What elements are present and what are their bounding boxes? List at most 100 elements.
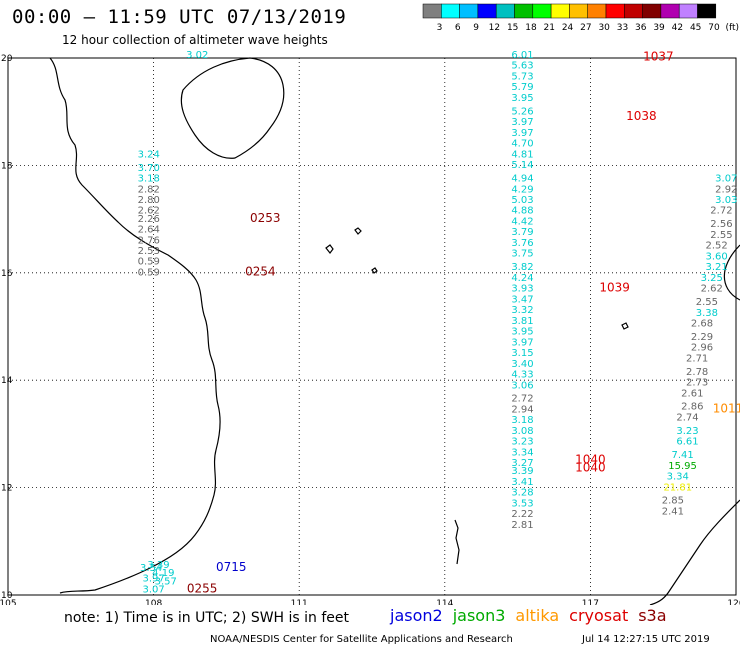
wave-height-label: 3.24 (138, 149, 160, 160)
wave-height-label: 2.62 (701, 284, 723, 295)
wave-height-label: 2.41 (662, 506, 684, 517)
wave-height-label: 3.76 (511, 238, 533, 249)
scale-label: 30 (598, 23, 610, 33)
wave-height-label: 3.97 (142, 574, 164, 585)
wave-height-label: 2.78 (686, 367, 708, 378)
scale-label: 70 (708, 23, 720, 33)
wave-height-label: 21.81 (663, 482, 692, 493)
pass-time-label: 1038 (626, 109, 657, 123)
wave-height-label: 0.59 (138, 267, 160, 278)
wave-height-label: 2.96 (691, 343, 713, 354)
luzon-coastline (723, 244, 740, 301)
wave-height-label: 3.41 (511, 477, 533, 488)
wave-height-label: 2.55 (710, 230, 732, 241)
map-grid: 105 108 111 114 117 120 20 18 16 14 12 10 (0, 54, 740, 605)
wave-height-label: 3.18 (138, 174, 160, 185)
wave-height-label: 5.26 (511, 106, 533, 117)
vietnam-coastline (49, 57, 221, 594)
wave-height-label: 2.85 (662, 496, 684, 507)
wave-height-label: 3.47 (511, 294, 533, 305)
wave-height-label: 3.81 (511, 316, 533, 327)
wave-height-label: 4.24 (511, 273, 533, 284)
pass-time-label: 1011 (713, 401, 740, 415)
scale-label: 6 (455, 23, 461, 33)
page-subtitle: 12 hour collection of altimeter wave hei… (62, 33, 328, 47)
lat-tick-label: 16 (1, 269, 13, 279)
scale-label: 24 (562, 23, 574, 33)
satellite-legend: jason2 jason3 altika cryosat s3a (390, 606, 677, 625)
lat-tick-label: 20 (1, 54, 13, 64)
wave-height-label: 3.34 (511, 447, 533, 458)
altimeter-map: 105 108 111 114 117 120 20 18 16 14 12 10 3.02 3.24 3… (0, 50, 740, 605)
wave-height-label: 2.62 (138, 206, 160, 217)
wave-height-label: 4.19 (152, 568, 174, 579)
scale-label: (ft) (725, 23, 739, 33)
lon-tick-label: 120 (727, 599, 740, 605)
wave-height-label: 2.52 (705, 241, 727, 252)
wave-height-label: 3.28 (511, 488, 533, 499)
scale-label: 3 (437, 23, 443, 33)
pass-time-label: 0715 (216, 560, 247, 574)
island (621, 322, 629, 330)
scale-label: 9 (473, 23, 479, 33)
lon-tick-label: 111 (291, 599, 308, 605)
wave-height-label: 2.94 (511, 404, 533, 415)
map-frame (7, 57, 737, 596)
wave-height-label: 7.41 (671, 450, 693, 461)
wave-height-label: 3.38 (696, 308, 718, 319)
wave-height-label: 3.39 (511, 466, 533, 477)
wave-height-label: 2.68 (691, 319, 713, 330)
wave-height-label: 2.61 (681, 388, 703, 399)
wave-height-label: 3.39 (147, 560, 169, 571)
wave-height-label: 3.57 (155, 576, 177, 587)
palawan-island (454, 519, 460, 565)
pass-time-label: 0253 (250, 211, 281, 225)
wave-height-label: 2.64 (138, 225, 160, 236)
wave-height-label: 3.07 (715, 174, 737, 185)
legend-item-jason3: jason3 (452, 606, 506, 625)
wave-height-label: 3.21 (705, 262, 727, 273)
footnote: note: 1) Time is in UTC; 2) SWH is in fe… (64, 610, 350, 626)
wave-height-label: 3.82 (511, 262, 533, 273)
wave-height-label: 2.26 (138, 214, 160, 225)
scale-label: 18 (525, 23, 537, 33)
lon-tick-label: 105 (0, 599, 17, 605)
paracel-island (325, 244, 334, 254)
pass-time-label: 1037 (643, 50, 674, 64)
wave-height-label: 2.72 (710, 206, 732, 217)
wave-height-label: 5.79 (511, 82, 533, 93)
wave-height-label: 2.72 (511, 394, 533, 405)
wave-height-label: 3.06 (511, 380, 533, 391)
lat-tick-label: 18 (1, 161, 13, 171)
wave-height-label: 3.97 (511, 117, 533, 128)
wave-height-label: 3.34 (667, 472, 689, 483)
wave-height-label: 3.23 (676, 426, 698, 437)
wave-height-label: 2.74 (676, 412, 698, 423)
wave-height-label: 2.80 (138, 195, 160, 206)
wave-height-label: 3.27 (511, 458, 533, 469)
paracel-island (354, 227, 362, 235)
lon-tick-label: 108 (145, 599, 162, 605)
scale-label: 45 (690, 23, 701, 33)
scale-label: 12 (489, 23, 500, 33)
wave-height-label: 3.03 (715, 195, 737, 206)
wave-height-label: 0.59 (138, 257, 160, 268)
wave-height-label: 4.81 (511, 149, 533, 160)
pass-time-label: 0255 (187, 581, 218, 595)
wave-height-label: 3.95 (511, 93, 533, 104)
wave-height-label: 3.25 (701, 273, 723, 284)
coastline (49, 57, 740, 605)
wave-height-label: 2.86 (681, 402, 703, 413)
wave-height-label: 3.02 (186, 50, 208, 61)
color-scale: 3 6 9 12 15 18 21 24 27 30 33 36 39 42 45 70 (ft) (422, 3, 739, 33)
wave-height-label: 5.73 (511, 71, 533, 82)
wave-height-label: 3.97 (511, 128, 533, 139)
lon-tick-label: 114 (436, 599, 453, 605)
scale-label: 42 (672, 23, 683, 33)
scale-label: 27 (580, 23, 591, 33)
wave-height-label: 4.29 (511, 184, 533, 195)
wave-height-label: 6.61 (676, 437, 698, 448)
page-title: 00:00 – 11:59 UTC 07/13/2019 (12, 6, 347, 28)
wave-height-label: 2.55 (696, 297, 718, 308)
wave-height-label: 3.54 (140, 563, 162, 574)
